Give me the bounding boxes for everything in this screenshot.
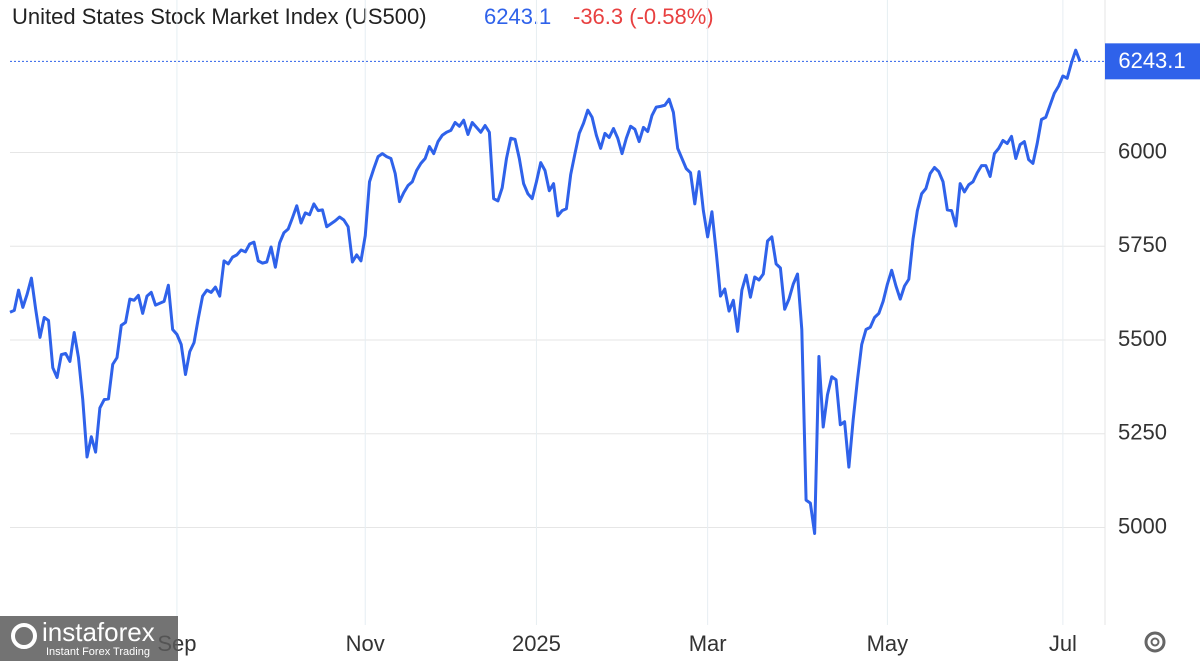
settings-icon[interactable] [1144,631,1166,653]
last-value-label: 6243.1 [1118,48,1185,73]
x-tick-label: Jul [1049,631,1077,656]
y-tick-label: 5000 [1118,513,1167,538]
x-tick-label: Nov [346,631,385,656]
chart-title: United States Stock Market Index (US500) [12,4,427,29]
last-value: 6243.1 [484,4,551,29]
x-tick-label: 2025 [512,631,561,656]
y-tick-label: 5500 [1118,326,1167,351]
change-label: -36.3 (-0.58%) [573,4,714,29]
x-tick-label: May [867,631,909,656]
line-series [9,48,1082,535]
x-tick-label: Mar [689,631,727,656]
watermark-box [0,616,178,661]
watermark-tagline: Instant Forex Trading [46,646,150,658]
last-value-box [1105,43,1200,80]
plot-area: 50005250550057506000SepNov2025MarMayJul6… [9,0,1200,656]
y-tick-label: 5250 [1118,420,1167,445]
gear-ring[interactable] [1144,631,1166,653]
watermark-brand: instaforex [42,617,155,647]
gear-hub[interactable] [1150,637,1160,647]
watermark-icon [11,623,37,649]
y-tick-label: 6000 [1118,138,1167,163]
y-tick-label: 5750 [1118,232,1167,257]
